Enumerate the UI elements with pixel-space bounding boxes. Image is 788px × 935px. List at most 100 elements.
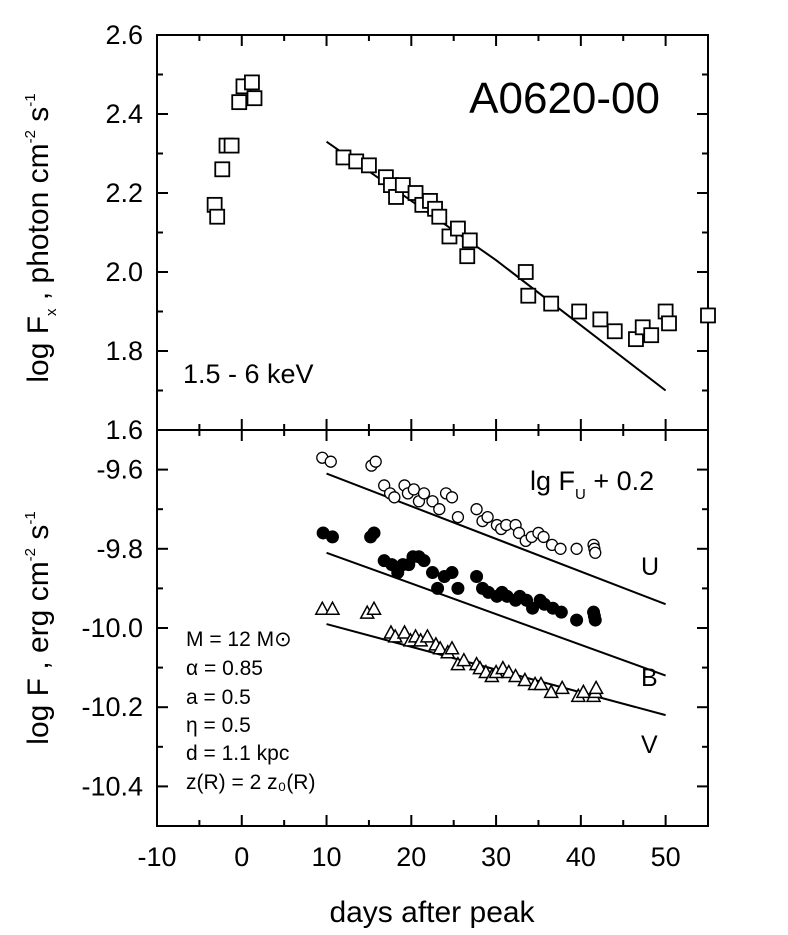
bottom-y-tick-label: -10.0 <box>81 613 143 643</box>
point-u <box>426 495 439 508</box>
param-eta: η = 0.5 <box>186 714 251 737</box>
x-ray-square-marker <box>571 303 588 320</box>
point-b <box>426 566 439 580</box>
x-ray-square-marker <box>223 137 240 154</box>
point-b <box>470 570 484 584</box>
x-ray-square-marker <box>661 315 677 332</box>
point-v <box>456 652 472 667</box>
x-ray-square-marker <box>517 264 534 280</box>
band-label-u: U <box>641 553 659 581</box>
point-u <box>589 546 602 559</box>
point-b <box>570 613 584 627</box>
point-u <box>417 487 431 500</box>
point-v <box>324 600 341 615</box>
x-tick-label: 20 <box>396 842 426 872</box>
x-ray-square-marker <box>209 208 226 225</box>
point-u <box>470 503 483 516</box>
x-ray-square-marker <box>543 295 560 312</box>
point-b <box>325 530 339 544</box>
x-tick-label: 10 <box>312 842 342 872</box>
x-tick-label: 0 <box>234 842 249 872</box>
x-ray-square-marker <box>459 248 476 265</box>
point-b <box>431 581 445 595</box>
point-u <box>324 455 337 468</box>
x-ray-square-marker <box>643 327 660 344</box>
bottom-y-axis-label: log F , erg cm-2 s-1 <box>22 511 55 744</box>
bottom-y-tick-label: -9.6 <box>96 455 143 485</box>
point-v <box>314 600 331 615</box>
point-u <box>481 510 494 524</box>
bottom-y-tick-label: -9.8 <box>96 534 143 564</box>
point-u <box>537 530 550 544</box>
x-ray-square-marker <box>450 220 466 237</box>
point-v <box>533 675 549 691</box>
point-u <box>388 491 401 504</box>
param-mass: M = 12 M⊙ <box>186 628 292 651</box>
x-ray-square-marker <box>214 161 231 178</box>
x-ray-square-marker <box>700 307 716 324</box>
energy-band-label: 1.5 - 6 keV <box>183 359 314 389</box>
top-y-tick-label: 1.6 <box>105 415 143 445</box>
top-y-tick-label: 2.2 <box>105 178 143 208</box>
top-y-tick-label: 2.6 <box>105 20 143 50</box>
top-y-tick-labels: 1.6 1.8 2.0 2.2 2.4 2.6 <box>105 20 143 445</box>
top-y-axis-label: log Fx , photon cm-2 s-1 <box>22 93 60 382</box>
point-v <box>432 640 448 655</box>
point-u <box>407 483 421 496</box>
param-height: z(R) = 2 z₀(R) <box>186 771 315 794</box>
x-ray-square-marker <box>461 232 478 249</box>
param-alpha: α = 0.85 <box>186 657 263 680</box>
x-tick-label: 30 <box>481 842 511 872</box>
object-title: A0620-00 <box>469 74 660 123</box>
model-line-u <box>326 472 666 606</box>
bottom-y-tick-label: -10.2 <box>81 692 143 722</box>
point-u <box>512 526 526 540</box>
param-a: a = 0.5 <box>186 686 251 709</box>
point-b <box>367 526 381 540</box>
bottom-y-tick-label: -10.4 <box>81 771 143 801</box>
band-label-v: V <box>641 731 658 759</box>
point-v <box>517 671 533 687</box>
point-u <box>433 503 446 516</box>
x-tick-label: 40 <box>566 842 596 872</box>
x-tick-label: -10 <box>137 842 176 872</box>
point-b <box>445 566 459 580</box>
param-distance: d = 1.1 kpc <box>186 742 289 765</box>
point-v <box>366 600 382 615</box>
x-tick-labels: -10 0 10 20 30 40 50 <box>137 842 680 872</box>
point-v <box>444 640 460 655</box>
point-v <box>507 667 524 683</box>
x-ray-square-marker <box>520 287 537 304</box>
point-b <box>417 554 431 568</box>
point-b <box>588 613 602 627</box>
point-b <box>451 581 465 595</box>
x-ray-square-marker <box>606 323 623 340</box>
point-u <box>451 510 465 524</box>
x-ray-square-marker <box>431 208 448 225</box>
point-b <box>554 605 568 619</box>
top-y-tick-label: 1.8 <box>105 336 143 366</box>
band-label-b: B <box>641 664 658 692</box>
x-tick-label: 50 <box>651 842 681 872</box>
top-y-tick-label: 2.4 <box>105 99 143 129</box>
point-b <box>526 601 540 615</box>
point-v <box>588 679 604 695</box>
point-v <box>419 628 436 643</box>
data-markers <box>206 74 716 703</box>
point-v <box>554 679 570 695</box>
top-y-tick-label: 2.0 <box>105 257 143 287</box>
x-ray-square-marker <box>246 90 263 107</box>
point-u <box>570 542 583 555</box>
point-u <box>554 542 567 555</box>
bottom-y-tick-labels: -10.4 -10.2 -10.0 -9.8 -9.6 <box>81 455 143 802</box>
point-v <box>396 624 413 639</box>
x-ray-square-marker <box>244 74 260 91</box>
u-offset-note: lg FU + 0.2 <box>530 466 654 503</box>
x-ray-square-marker <box>231 94 248 111</box>
x-ray-square-marker <box>592 311 609 328</box>
model-line-b <box>326 551 666 677</box>
x-ray-square-marker <box>361 157 377 174</box>
axis-ticks <box>157 34 708 827</box>
x-ray-model-line <box>325 140 667 392</box>
